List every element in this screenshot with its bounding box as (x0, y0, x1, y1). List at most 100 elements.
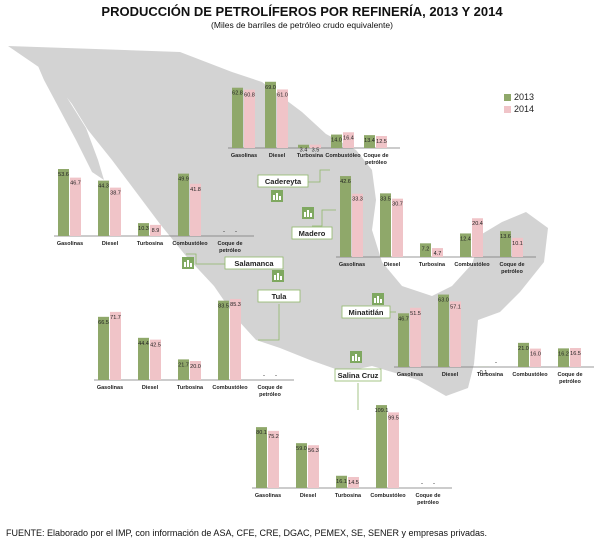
refinery-tula-bar-2013-gasolinas (98, 317, 109, 380)
refinery-salina-cruz-category-gasolinas: Gasolinas (255, 493, 281, 499)
refinery-salina-cruz-category-turbosina: Turbosina (335, 493, 362, 499)
refinery-madero-value-2013-coque-de-petroleo: 13.6 (500, 234, 511, 240)
refinery-salamanca-value-2014-combustoleo: 41.8 (190, 187, 201, 193)
refinery-minatitlan-category-diesel: Diesel (442, 372, 459, 378)
refinery-salina-cruz-value-2014-diesel: 56.3 (308, 448, 319, 454)
refinery-icon-stack (190, 263, 192, 267)
refinery-tula-category-diesel: Diesel (142, 385, 159, 391)
refinery-icon-stack (358, 357, 360, 361)
refinery-madero-value-2014-gasolinas: 33.3 (352, 197, 363, 203)
refinery-tula-value-2013-turbosina: 21.7 (178, 362, 189, 368)
refinery-cadereyta-value-2014-diesel: 61.0 (277, 92, 288, 98)
refinery-tula-category-coque-de-petroleo: Coque de (257, 385, 282, 391)
refinery-minatitlan-value-2014-turbosina: - (495, 360, 497, 366)
refinery-cadereyta-value-2013-gasolinas: 62.8 (232, 91, 243, 97)
refinery-icon-stack (187, 260, 189, 267)
refinery-icon-stack (304, 212, 306, 217)
refinery-icon (372, 293, 384, 305)
refinery-salina-cruz-value-2013-gasolinas: 80.1 (256, 430, 267, 436)
legend-swatch-2013 (504, 94, 511, 101)
refinery-salamanca-bar-2013-combustoleo (178, 174, 189, 236)
refinery-icon-stack (184, 262, 186, 267)
refinery-cadereyta-label: Cadereyta (265, 177, 302, 186)
refinery-salamanca-bar-2013-gasolinas (58, 169, 69, 236)
refinery-madero-bar-2013-gasolinas (340, 176, 351, 257)
refinery-madero-category-coque-de-petroleo-line2: petróleo (501, 269, 523, 275)
refinery-tula-value-2013-diesel: 44.4 (138, 341, 149, 347)
refinery-icon-stack (352, 356, 354, 361)
refinery-minatitlan-value-2013-diesel: 63.0 (438, 298, 449, 304)
refinery-tula-value-2013-combustoleo: 83.5 (218, 304, 229, 310)
refinery-cadereyta-value-2014-gasolinas: 60.8 (244, 93, 255, 99)
refinery-salamanca-value-2013-coque-de-petroleo: - (223, 229, 225, 235)
refinery-icon (350, 351, 362, 363)
refinery-tula-value-2013-coque-de-petroleo: - (263, 373, 265, 379)
refinery-minatitlan-bar-2014-diesel (450, 301, 461, 367)
refinery-tula-category-combustoleo: Combustóleo (212, 385, 248, 391)
refinery-tula-category-coque-de-petroleo-line2: petróleo (259, 392, 281, 398)
legend-swatch-2014 (504, 106, 511, 113)
refinery-minatitlan-value-2014-gasolinas: 51.5 (410, 311, 421, 317)
refinery-madero-value-2013-gasolinas: 42.6 (340, 179, 351, 185)
refinery-minatitlan-bar-2013-diesel (438, 295, 449, 367)
refinery-minatitlan-value-2014-coque-de-petroleo: 16.5 (570, 351, 581, 357)
refinery-tula-bar-2014-combustoleo (230, 299, 241, 380)
refinery-salina-cruz-value-2013-coque-de-petroleo: - (421, 481, 423, 487)
refinery-salamanca-value-2013-gasolinas: 53.6 (58, 172, 69, 178)
refinery-salina-cruz-value-2014-gasolinas: 75.2 (268, 434, 279, 440)
refinery-cadereyta-value-2013-diesel: 69.0 (265, 85, 276, 91)
refinery-icon (272, 270, 284, 282)
refinery-cadereyta-category-coque-de-petroleo: Coque de (363, 153, 388, 159)
refinery-madero-value-2014-turbosina: 4.7 (434, 251, 442, 257)
refinery-cadereyta-category-turbosina: Turbosina (297, 153, 324, 159)
refinery-tula-value-2014-turbosina: 20.0 (190, 364, 201, 370)
refinery-madero-category-diesel: Diesel (384, 262, 401, 268)
refinery-icon (302, 207, 314, 219)
refinery-minatitlan-category-coque-de-petroleo-line2: petróleo (559, 379, 581, 385)
refinery-minatitlan-value-2013-gasolinas: 46.7 (398, 316, 409, 322)
refinery-tula-bar-2014-gasolinas (110, 312, 121, 380)
refinery-madero-value-2013-diesel: 33.5 (380, 196, 391, 202)
refinery-minatitlan-value-2014-combustoleo: 16.0 (530, 352, 541, 358)
refinery-tula-value-2014-combustoleo: 85.3 (230, 302, 241, 308)
refinery-madero-value-2014-diesel: 30.7 (392, 202, 403, 208)
refinery-salina-cruz-label: Salina Cruz (338, 371, 379, 380)
refinery-salina-cruz-value-2014-combustoleo: 99.5 (388, 415, 399, 421)
refinery-icon (182, 257, 194, 269)
legend-item-2013: 2013 (504, 92, 534, 102)
refinery-madero-value-2013-combustoleo: 12.4 (460, 236, 471, 242)
refinery-salamanca-value-2013-combustoleo: 49.9 (178, 177, 189, 183)
refinery-icon-stack (273, 195, 275, 200)
refinery-cadereyta-category-combustoleo: Combustóleo (325, 153, 361, 159)
refinery-tula-category-turbosina: Turbosina (177, 385, 204, 391)
refinery-cadereyta-value-2013-coque-de-petroleo: 13.4 (364, 138, 375, 144)
refinery-madero-value-2014-combustoleo: 20.4 (472, 221, 483, 227)
legend-label-2014: 2014 (514, 104, 534, 114)
refinery-salina-cruz-category-coque-de-petroleo-line2: petróleo (417, 500, 439, 506)
refinery-tula-value-2014-diesel: 42.5 (150, 343, 161, 349)
refinery-salina-cruz-value-2013-turbosina: 16.1 (336, 479, 347, 485)
refinery-icon-stack (355, 354, 357, 361)
refinery-minatitlan-value-2014-diesel: 57.1 (450, 304, 461, 310)
refinery-tula-value-2013-gasolinas: 66.5 (98, 320, 109, 326)
refinery-salamanca-category-diesel: Diesel (102, 241, 119, 247)
refinery-icon-stack (274, 275, 276, 280)
refinery-salina-cruz-category-coque-de-petroleo: Coque de (415, 493, 440, 499)
refinery-salina-cruz-category-diesel: Diesel (300, 493, 317, 499)
refinery-minatitlan-category-gasolinas: Gasolinas (397, 372, 423, 378)
source-note: FUENTE: Elaborado por el IMP, con inform… (6, 528, 487, 538)
refinery-minatitlan-category-turbosina: Turbosina (477, 372, 504, 378)
refinery-salina-cruz-category-combustoleo: Combustóleo (370, 493, 406, 499)
refinery-cadereyta-category-coque-de-petroleo-line2: petróleo (365, 160, 387, 166)
refinery-minatitlan-value-2013-coque-de-petroleo: 16.2 (558, 351, 569, 357)
refinery-salamanca-category-combustoleo: Combustóleo (172, 241, 208, 247)
refinery-madero-bar-2014-gasolinas (352, 194, 363, 257)
refinery-minatitlan-category-coque-de-petroleo: Coque de (557, 372, 582, 378)
refinery-cadereyta-category-diesel: Diesel (269, 153, 286, 159)
refinery-madero-label: Madero (299, 229, 326, 238)
refinery-madero-category-gasolinas: Gasolinas (339, 262, 365, 268)
refinery-madero-category-combustoleo: Combustóleo (454, 262, 490, 268)
refinery-icon-stack (279, 196, 281, 200)
